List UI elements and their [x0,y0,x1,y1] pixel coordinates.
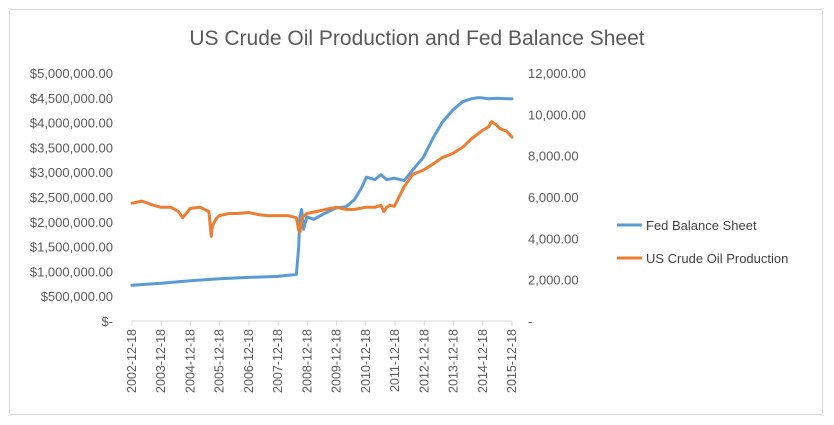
fed-balance-sheet-line [130,96,514,287]
left-y-tick-label: $1,000,000.00 [30,264,113,279]
x-tick-label: 2003-12-18 [154,329,168,393]
left-y-tick-label: $1,500,000.00 [30,240,113,255]
x-axis: 2002-12-18 2003-12-18 2004-12-18 2005-12-18… [125,320,519,393]
x-tick-label: 2006-12-18 [242,329,256,393]
chart-frame: US Crude Oil Production and Fed Balance … [9,9,823,415]
right-y-tick-label: 8,000.00 [528,149,579,164]
left-y-tick-label: $500,000.00 [41,289,113,304]
us-crude-oil-production-line [130,120,514,238]
right-y-tick-label: 12,000.00 [528,66,586,81]
legend: Fed Balance Sheet US Crude Oil Production [617,218,788,266]
x-tick-label: 2007-12-18 [271,329,285,393]
x-tick-label: 2013-12-18 [447,329,461,393]
chart-svg: US Crude Oil Production and Fed Balance … [30,27,788,393]
left-y-tick-label: $3,000,000.00 [30,165,113,180]
legend-label: US Crude Oil Production [646,251,788,266]
x-tick-label: 2008-12-18 [300,329,314,393]
plot-lines [130,96,514,287]
left-y-axis: $- $500,000.00 $1,000,000.00 $1,500,000.00 $… [30,66,113,329]
right-y-tick-label: 10,000.00 [528,107,586,122]
left-y-tick-label: $5,000,000.00 [30,66,113,81]
x-tick-label: 2014-12-18 [476,329,490,393]
right-y-tick-label: 6,000.00 [528,190,579,205]
left-y-tick-label: $4,000,000.00 [30,116,113,131]
x-tick-label: 2010-12-18 [359,329,373,393]
x-tick-label: 2015-12-18 [505,329,519,393]
x-tick-label: 2011-12-18 [388,329,402,392]
x-tick-label: 2012-12-18 [417,329,431,393]
right-y-tick-label: 2,000.00 [528,273,579,288]
x-tick-label: 2005-12-18 [213,329,227,393]
left-y-tick-label: $4,500,000.00 [30,91,113,106]
chart-title: US Crude Oil Production and Fed Balance … [189,27,644,50]
x-tick-label: 2002-12-18 [125,329,139,393]
right-y-tick-label: - [528,314,532,329]
right-y-tick-label: 4,000.00 [528,231,579,246]
legend-label: Fed Balance Sheet [646,218,757,233]
left-y-tick-label: $- [101,314,113,329]
x-tick-label: 2004-12-18 [183,329,197,393]
right-y-axis: - 2,000.00 4,000.00 6,000.00 8,000.00 10,000.… [528,66,586,329]
left-y-tick-label: $2,000,000.00 [30,215,113,230]
x-tick-label: 2009-12-18 [330,329,344,393]
left-y-tick-label: $3,500,000.00 [30,140,113,155]
left-y-tick-label: $2,500,000.00 [30,190,113,205]
